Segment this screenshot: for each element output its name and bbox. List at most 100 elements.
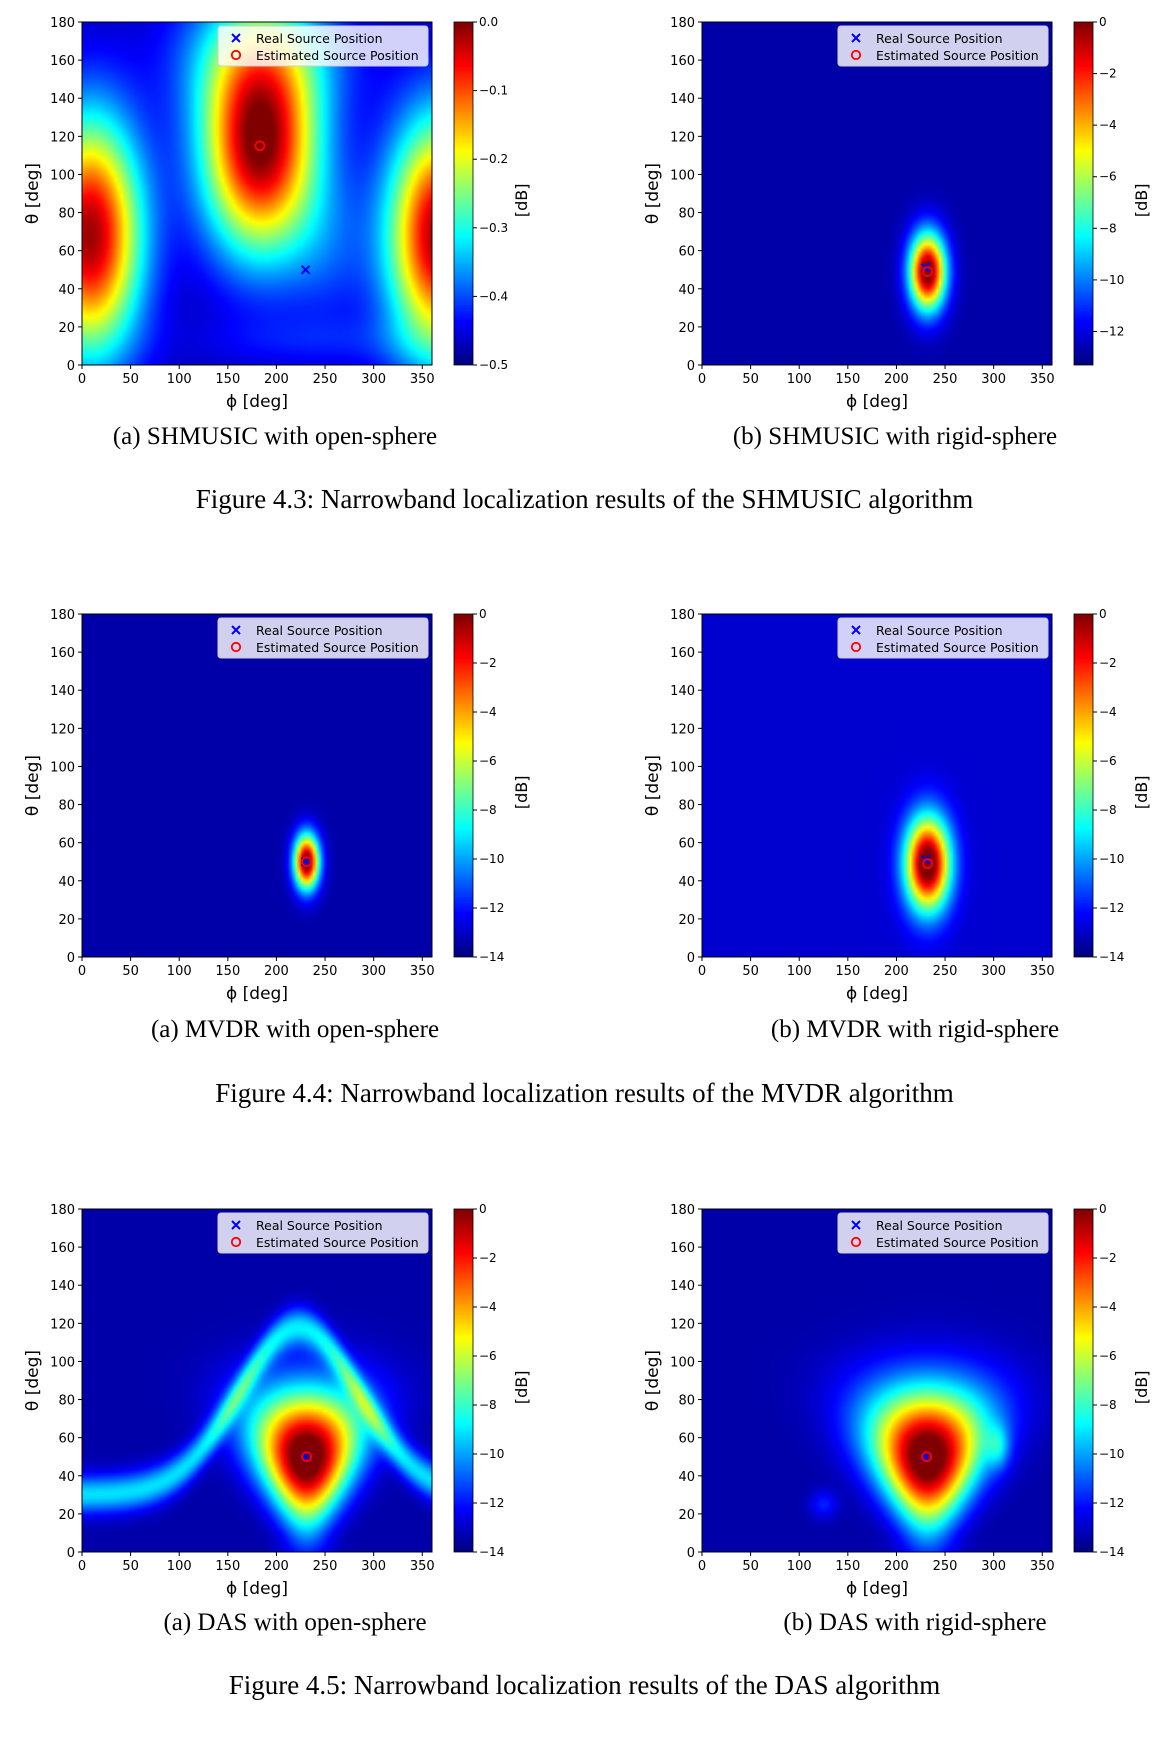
colorbar-tick-labels: 0 −2 −4 −6 −8 −10 −12	[1093, 15, 1124, 338]
chart-panel: 0 50 100 150 200 250 300 350 0 20 40 60 80 100 120 140 1…	[640, 10, 1160, 412]
x-tick-label: 200	[884, 964, 909, 979]
y-tick-label: 40	[58, 283, 75, 298]
subcaption: (a) SHMUSIC with open-sphere	[112, 423, 438, 450]
legend-estimated-marker	[230, 641, 242, 653]
y-tick-label: 140	[50, 684, 75, 699]
colorbar-tick-label: −14	[1099, 1545, 1124, 1559]
x-axis-label: ϕ [deg]	[226, 392, 288, 412]
colorbar-tick-label: −0.1	[479, 84, 508, 98]
x-axis-label: ϕ [deg]	[846, 1579, 908, 1599]
y-tick-label: 0	[687, 951, 695, 966]
x-tick-label: 250	[933, 964, 958, 979]
x-tick-labels: 0 50 100 150 200 250 300 350	[698, 365, 1055, 387]
colorbar-tick-label: −12	[1099, 324, 1124, 338]
x-tick-label: 0	[78, 372, 86, 387]
y-tick-label: 100	[670, 168, 695, 183]
colorbar-frame	[1073, 1208, 1094, 1553]
heatmap-svg: 0 50 100 150 200 250 300 350 0 20 40 60 80 100 120 140 1…	[643, 1202, 1151, 1599]
y-tick-label: 0	[67, 1546, 75, 1561]
colorbar	[1074, 614, 1093, 957]
colorbar-tick-label: 0	[479, 607, 487, 621]
legend-entry: Estimated Source Position	[256, 640, 419, 655]
colorbar-tick-label: −12	[479, 1496, 504, 1510]
colorbar-tick-label: −14	[479, 1545, 504, 1559]
x-tick-label: 250	[313, 372, 338, 387]
heatmap-image	[82, 1209, 432, 1552]
y-tick-label: 120	[50, 1317, 75, 1332]
colorbar-tick-label: −14	[1099, 950, 1124, 964]
y-tick-label: 100	[670, 760, 695, 775]
x-tick-label: 150	[835, 372, 860, 387]
colorbar-tick-label: 0	[479, 1202, 487, 1216]
colorbar-frame	[1073, 613, 1094, 958]
y-tick-label: 80	[678, 1394, 695, 1409]
y-tick-label: 60	[678, 837, 695, 852]
heatmap-svg: 0 50 100 150 200 250 300 350 0 20 40 60 80 100 120 140 1…	[23, 15, 531, 412]
x-tick-label: 50	[122, 1559, 139, 1574]
x-tick-label: 300	[361, 372, 386, 387]
x-tick-label: 100	[167, 1559, 192, 1574]
x-tick-label: 100	[167, 372, 192, 387]
x-tick-labels: 0 50 100 150 200 250 300 350	[698, 1552, 1055, 1574]
x-tick-label: 250	[933, 1559, 958, 1574]
x-tick-label: 150	[215, 372, 240, 387]
heatmap-svg: 0 50 100 150 200 250 300 350 0 20 40 60 80 100 120 140 1…	[643, 607, 1151, 1004]
x-tick-label: 50	[742, 964, 759, 979]
estimated-source-marker	[301, 1451, 312, 1463]
legend-estimated-marker	[230, 49, 242, 61]
heatmap-image	[702, 614, 1052, 957]
colorbar-tick-labels: 0 −2 −4 −6 −8 −10 −12 −14	[1093, 1202, 1124, 1559]
x-tick-label: 100	[787, 1559, 812, 1574]
legend-entry: Real Source Position	[256, 623, 383, 638]
y-tick-label: 140	[670, 684, 695, 699]
colorbar	[454, 22, 473, 365]
x-axis-label: ϕ [deg]	[846, 392, 908, 412]
colorbar-tick-label: −0.3	[479, 221, 508, 235]
x-tick-label: 200	[264, 964, 289, 979]
x-tick-label: 350	[410, 1559, 435, 1574]
estimated-source-marker	[301, 856, 312, 868]
y-tick-label: 180	[50, 16, 75, 31]
legend-real-marker	[851, 33, 861, 43]
colorbar-tick-labels: 0 −2 −4 −6 −8 −10 −12 −14	[1093, 607, 1124, 964]
y-tick-label: 0	[687, 359, 695, 374]
y-tick-label: 140	[50, 1279, 75, 1294]
legend-entry: Estimated Source Position	[256, 48, 419, 63]
colorbar-tick-label: −8	[479, 1398, 497, 1412]
estimated-source-marker	[254, 140, 266, 152]
colorbar-tick-label: −2	[1099, 67, 1117, 81]
colorbar-tick-label: 0.0	[479, 15, 498, 29]
colorbar-tick-label: −10	[1099, 1447, 1124, 1461]
legend-real-marker	[231, 625, 241, 635]
x-axis-label: ϕ [deg]	[226, 984, 288, 1004]
colorbar-tick-label: −4	[1099, 118, 1117, 132]
y-tick-label: 60	[678, 1432, 695, 1447]
y-tick-label: 180	[670, 1203, 695, 1218]
y-tick-label: 0	[67, 359, 75, 374]
legend-entry: Real Source Position	[876, 623, 1003, 638]
estimated-source-marker	[922, 266, 933, 278]
legend-box	[217, 25, 429, 67]
colorbar-tick-label: 0	[1099, 1202, 1107, 1216]
colorbar-tick-label: −2	[1099, 656, 1117, 670]
y-tick-label: 100	[50, 760, 75, 775]
y-tick-labels: 0 20 40 60 80 100 120 140 160 180	[50, 608, 82, 966]
colorbar-tick-label: −14	[479, 950, 504, 964]
y-axis-label: θ [deg]	[23, 1350, 43, 1411]
colorbar-tick-label: −12	[1099, 1496, 1124, 1510]
colorbar-tick-label: −2	[479, 1251, 497, 1265]
figure-caption: Figure 4.5: Narrowband localization resu…	[228, 1670, 941, 1700]
legend-estimated-marker	[850, 641, 862, 653]
y-tick-label: 120	[670, 1317, 695, 1332]
legend-entry: Real Source Position	[256, 31, 383, 46]
subcaption: (b) MVDR with rigid-sphere	[770, 1016, 1060, 1043]
colorbar-label: [dB]	[512, 184, 531, 218]
colorbar	[1074, 1209, 1093, 1552]
legend-real-marker	[231, 33, 241, 43]
colorbar-frame	[1073, 21, 1094, 366]
x-tick-label: 0	[78, 1559, 86, 1574]
colorbar-frame	[453, 21, 474, 366]
colorbar-tick-labels: 0 −2 −4 −6 −8 −10 −12 −14	[473, 1202, 504, 1559]
x-tick-label: 250	[313, 1559, 338, 1574]
x-axis-label: ϕ [deg]	[226, 1579, 288, 1599]
